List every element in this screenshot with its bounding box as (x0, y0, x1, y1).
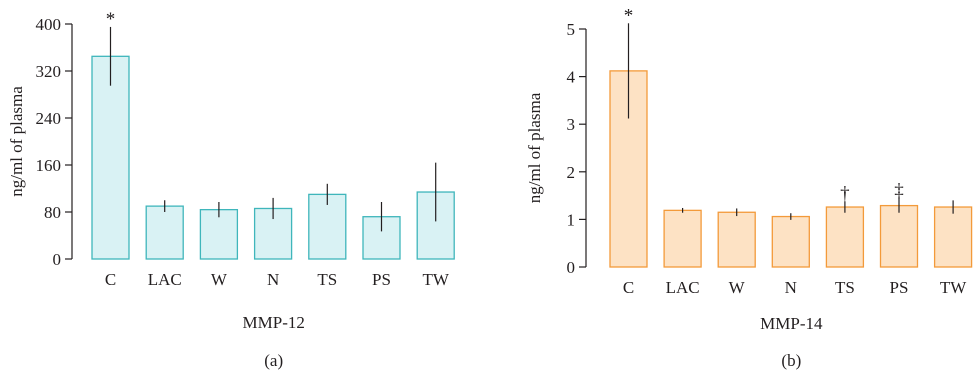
y-tick-label: 400 (36, 15, 62, 34)
x-axis-title: MMP-14 (760, 314, 823, 333)
bar-ts (825, 206, 865, 268)
y-tick-label: 240 (36, 109, 62, 128)
panel-label: (a) (264, 351, 283, 370)
bar-w (717, 211, 756, 268)
x-tick-label: PS (372, 270, 391, 289)
x-tick-label: N (267, 270, 279, 289)
x-tick-label: LAC (666, 278, 700, 297)
y-tick-label: 3 (567, 115, 576, 134)
y-axis-title: ng/ml of plasma (525, 92, 544, 203)
x-tick-label: TW (940, 278, 967, 297)
bar-n (771, 215, 810, 268)
x-tick-label: C (623, 278, 634, 297)
y-tick-label: 4 (567, 68, 576, 87)
significance-mark: * (106, 9, 116, 30)
bar-lac (663, 209, 702, 268)
bar-tw (933, 206, 973, 268)
y-axis-title: ng/ml of plasma (7, 86, 26, 197)
panel-label: (b) (781, 351, 801, 370)
x-tick-label: N (785, 278, 797, 297)
y-tick-label: 1 (567, 210, 576, 229)
y-tick-label: 160 (36, 156, 62, 175)
x-tick-label: LAC (148, 270, 182, 289)
bar-lac (145, 205, 184, 260)
y-tick-label: 80 (44, 203, 61, 222)
x-tick-label: W (729, 278, 746, 297)
x-tick-label: TS (835, 278, 855, 297)
y-tick-label: 2 (567, 163, 576, 182)
x-tick-label: TS (317, 270, 337, 289)
y-tick-label: 0 (53, 250, 62, 269)
x-tick-label: C (105, 270, 116, 289)
significance-mark: * (624, 5, 634, 26)
chart-panel-b: 0 1 2 3 4 5 C * LAC W N TS † PS ‡ TW MMP-14 ng/ml of plas… (525, 5, 973, 370)
y-tick-label: 0 (567, 258, 576, 277)
bar-c (91, 55, 130, 260)
y-tick-label: 5 (567, 20, 576, 39)
chart-panel-a: 0 80 160 240 320 400 C * LAC W N TS PS TW MMP-12 ng/ml … (7, 9, 455, 370)
significance-mark: ‡ (894, 180, 904, 201)
x-axis-title: MMP-12 (243, 313, 305, 332)
x-tick-label: TW (422, 270, 449, 289)
y-tick-label: 320 (36, 62, 62, 81)
bar-ps (879, 204, 919, 268)
significance-mark: † (840, 183, 850, 204)
x-tick-label: PS (890, 278, 909, 297)
x-tick-label: W (211, 270, 228, 289)
bar-ts (308, 193, 347, 260)
